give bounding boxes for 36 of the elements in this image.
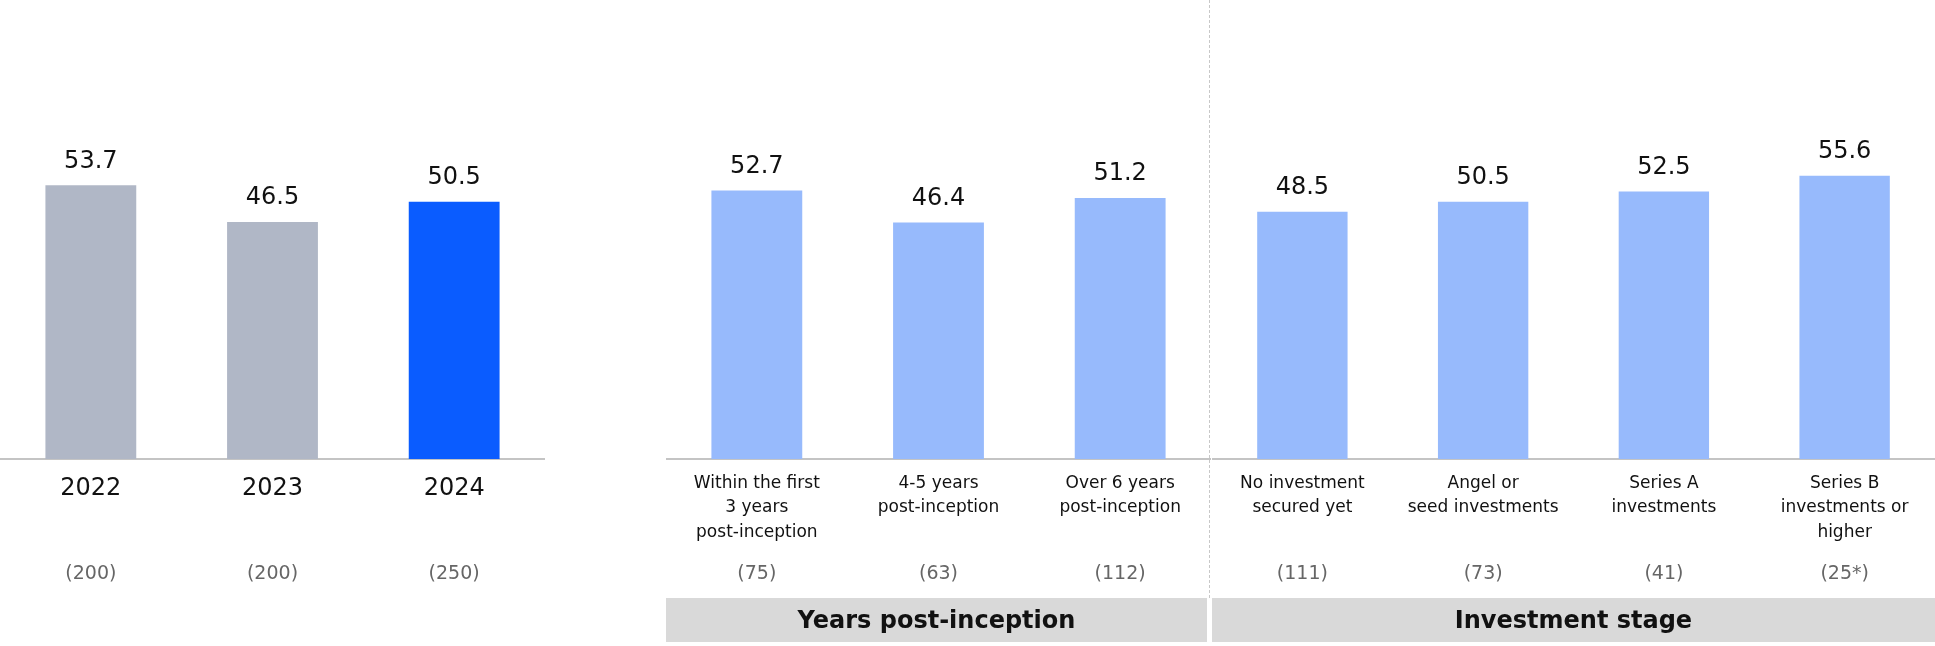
x-tick-label: 2022: [60, 472, 122, 501]
x-tick-label: Series A investments: [1611, 471, 1717, 517]
text: (73): [1463, 560, 1503, 583]
x-tick-label: Within the first 3 years post-inception: [693, 471, 821, 542]
x-tick-label: 2024: [423, 472, 485, 501]
x-tick-label: Angel or seed investments: [1407, 471, 1559, 517]
bar: [1799, 175, 1890, 459]
text: (111): [1276, 560, 1328, 583]
x-tick-label: Series B investments or higher: [1780, 471, 1909, 542]
text: (200): [65, 560, 117, 583]
text: (112): [1094, 560, 1146, 583]
text: (41): [1644, 560, 1684, 583]
data-label: 50.5: [1456, 161, 1510, 190]
x-tick-label: Over 6 years post-inception: [1059, 471, 1181, 517]
x-tick-label: 4-5 years post-inception: [877, 471, 1000, 517]
bar: [1257, 211, 1348, 459]
text: (200): [246, 560, 299, 583]
bar: [1437, 201, 1529, 459]
x-axis-title: Years post-inception: [666, 598, 1207, 642]
data-label: 55.6: [1817, 135, 1872, 164]
x-axis-title: Investment stage: [1212, 598, 1935, 642]
data-label: 50.5: [427, 161, 481, 190]
text: (75): [737, 560, 777, 583]
data-label: 46.5: [245, 182, 300, 211]
data-label: 52.7: [730, 150, 784, 179]
data-label: 46.4: [911, 182, 966, 211]
text: (63): [918, 560, 959, 583]
data-label: 48.5: [1275, 172, 1330, 201]
data-label: 52.5: [1637, 151, 1691, 180]
data-label: 51.2: [1093, 158, 1147, 187]
text: (25*): [1820, 560, 1869, 583]
bar: [1618, 191, 1710, 459]
text: (250): [428, 560, 480, 583]
x-tick-label: 2023: [241, 472, 304, 501]
x-tick-label: No investment secured yet: [1240, 471, 1365, 517]
data-label: 53.7: [64, 145, 118, 174]
